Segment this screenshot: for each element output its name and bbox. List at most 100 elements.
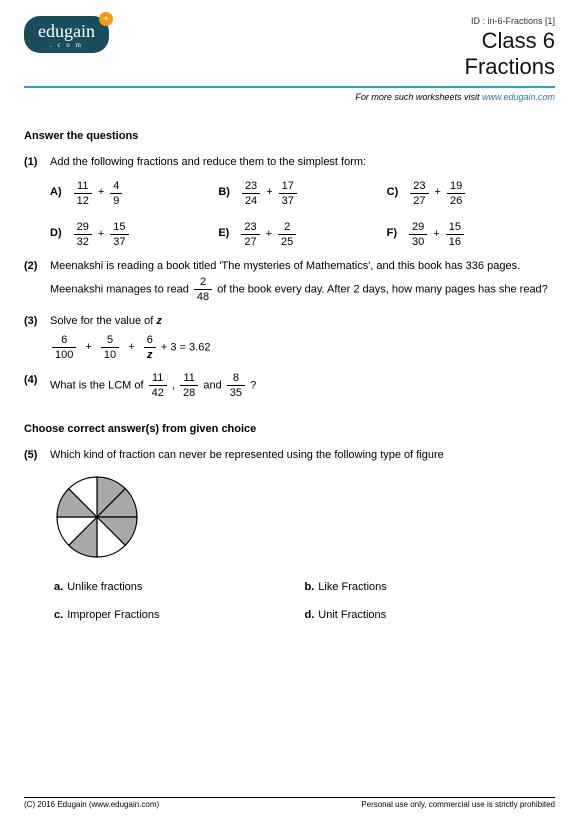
visit-prefix: For more such worksheets visit <box>355 92 482 102</box>
q1-item-lab: C) <box>387 184 399 202</box>
q1-item-lab: A) <box>50 184 62 202</box>
question-3: (3) Solve for the value of z 6100 + 510 … <box>24 313 555 362</box>
logo: edugain . c o m + <box>24 16 109 53</box>
q1-item-expr: 2324 +1737 <box>240 180 299 207</box>
header: edugain . c o m + ID : in-6-Fractions [1… <box>24 16 555 80</box>
logo-text: edugain <box>38 21 95 41</box>
plus-icon: + <box>85 339 91 357</box>
choice-c-text: Improper Fractions <box>67 609 159 621</box>
q2-post: of the book every day. After 2 days, how… <box>217 283 548 295</box>
q3-f2-d: 10 <box>101 348 119 361</box>
q1-item: C) 2327 +1926 <box>387 180 555 207</box>
pie-figure <box>54 474 555 567</box>
q1-item-expr: 2930+1516 <box>407 221 466 248</box>
choice-d-text: Unit Fractions <box>318 609 386 621</box>
q4-body: What is the LCM of 1142 , 1128 and 835 ? <box>50 372 555 399</box>
q3-body: Solve for the value of z 6100 + 510 + 6z… <box>50 313 555 362</box>
q3-expr: 6100 + 510 + 6z + 3 = 3.62 <box>50 334 555 361</box>
footer-right: Personal use only, commercial use is str… <box>361 800 555 809</box>
q4-f1-n: 11 <box>149 372 167 386</box>
footer-left: (C) 2016 Edugain (www.edugain.com) <box>24 800 159 809</box>
q2-frac: 2 48 <box>194 276 212 303</box>
q3-tail: + 3 = 3.62 <box>161 342 211 354</box>
q1-frac2: 1737 <box>279 180 297 207</box>
plus-icon: + <box>128 339 134 357</box>
q1-item-expr: 2327+225 <box>239 221 298 248</box>
q1-item-lab: F) <box>387 225 397 243</box>
title-topic: Fractions <box>465 54 555 80</box>
q2-frac-n: 2 <box>194 276 212 290</box>
q1-frac1: 2324 <box>242 180 260 207</box>
q5-text: Which kind of fraction can never be repr… <box>50 447 555 465</box>
q1-frac2: 1516 <box>446 221 464 248</box>
plus-icon: + <box>433 226 439 244</box>
section-choose: Choose correct answer(s) from given choi… <box>24 423 555 435</box>
q1-frac1: 2327 <box>241 221 259 248</box>
choice-c-lab: c. <box>54 609 63 621</box>
question-1: (1) Add the following fractions and redu… <box>24 154 555 248</box>
q1-frac2: 49 <box>110 180 122 207</box>
q1-item: B) 2324 +1737 <box>218 180 386 207</box>
plus-icon: + <box>98 226 104 244</box>
choice-c: c. Improper Fractions <box>54 607 305 625</box>
q4-sep2: and <box>203 379 224 391</box>
choice-d: d.Unit Fractions <box>305 607 556 625</box>
plus-icon: + <box>266 184 272 202</box>
q4-f2: 1128 <box>180 372 198 399</box>
q3-f1-d: 100 <box>52 348 76 361</box>
choice-d-lab: d. <box>305 609 315 621</box>
q4-pre: What is the LCM of <box>50 379 147 391</box>
q2-body: Meenakshi is reading a book titled 'The … <box>50 258 555 303</box>
q1-item-lab: E) <box>218 225 229 243</box>
q1-frac1: 2327 <box>410 180 428 207</box>
divider <box>24 86 555 88</box>
q2-frac-d: 48 <box>194 290 212 303</box>
q1-item: A) 1112+49 <box>50 180 218 207</box>
q3-f2: 510 <box>101 334 119 361</box>
q1-frac1: 1112 <box>74 180 92 207</box>
q3-text: Solve for the value of <box>50 315 156 327</box>
q3-f1: 6100 <box>52 334 76 361</box>
q4-f1-d: 42 <box>149 386 167 399</box>
q1-frac2: 1537 <box>110 221 128 248</box>
choice-a-text: Unlike fractions <box>67 581 142 593</box>
q4-f2-d: 28 <box>180 386 198 399</box>
visit-line: For more such worksheets visit www.eduga… <box>24 92 555 102</box>
q1-item-expr: 2327 +1926 <box>408 180 467 207</box>
q5-body: Which kind of fraction can never be repr… <box>50 447 555 624</box>
q1-num: (1) <box>24 154 50 248</box>
visit-link[interactable]: www.edugain.com <box>482 92 555 102</box>
q4-f2-n: 11 <box>180 372 198 386</box>
q3-f3-n: 6 <box>144 334 156 348</box>
q1-item-lab: B) <box>218 184 230 202</box>
q1-item-expr: 1112+49 <box>72 180 125 207</box>
footer: (C) 2016 Edugain (www.edugain.com) Perso… <box>24 797 555 809</box>
q1-text: Add the following fractions and reduce t… <box>50 154 555 172</box>
q3-f1-n: 6 <box>52 334 76 348</box>
plus-icon: + <box>266 226 272 244</box>
choice-b: b.Like Fractions <box>305 579 556 597</box>
choice-b-text: Like Fractions <box>318 581 386 593</box>
q2-num: (2) <box>24 258 50 303</box>
q3-f3-d: z <box>144 348 156 361</box>
choice-a-lab: a. <box>54 581 63 593</box>
question-5: (5) Which kind of fraction can never be … <box>24 447 555 624</box>
plus-icon: + <box>435 184 441 202</box>
q3-f3: 6z <box>144 334 156 361</box>
q1-frac2: 1926 <box>447 180 465 207</box>
q3-f2-n: 5 <box>101 334 119 348</box>
q1-item: D)2932+1537 <box>50 221 218 248</box>
question-4: (4) What is the LCM of 1142 , 1128 and 8… <box>24 372 555 399</box>
logo-sub: . c o m <box>38 42 95 49</box>
q5-choices: a. Unlike fractions b.Like Fractions c. Im… <box>54 579 555 624</box>
q3-num: (3) <box>24 313 50 362</box>
q1-item-expr: 2932 +1537 <box>72 221 131 248</box>
plus-icon: + <box>99 12 113 26</box>
q3-f3-dv: z <box>147 349 153 361</box>
question-2: (2) Meenakshi is reading a book titled '… <box>24 258 555 303</box>
q1-body: Add the following fractions and reduce t… <box>50 154 555 248</box>
header-right: ID : in-6-Fractions [1] Class 6 Fraction… <box>465 16 555 80</box>
q3-var: z <box>156 315 162 327</box>
q1-frac1: 2932 <box>74 221 92 248</box>
q1-item: F) 2930+1516 <box>387 221 555 248</box>
